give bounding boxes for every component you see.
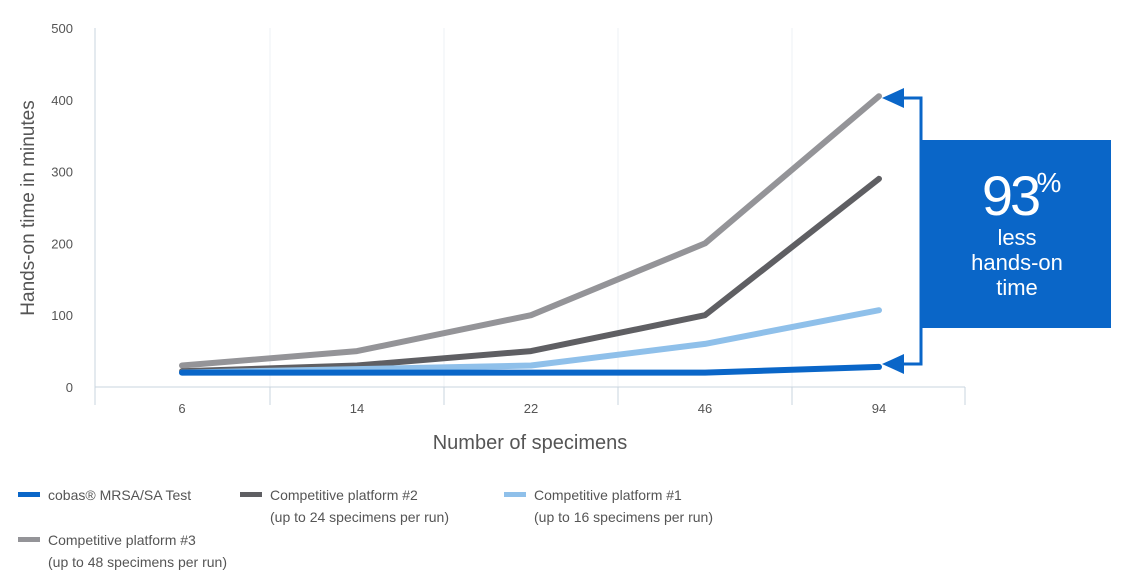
legend-swatch-platform-3 [18, 537, 40, 542]
legend-sublabel-platform-3: (up to 48 specimens per run) [48, 554, 227, 570]
legend-label-platform-1: Competitive platform #1 [534, 487, 682, 503]
callout-line-3: time [996, 275, 1038, 300]
y-tick-label-200: 200 [51, 236, 73, 251]
arrow-top-icon [882, 88, 904, 108]
series-line-platform-2 [179, 175, 882, 375]
x-tick-labels: 6 14 22 46 94 [178, 401, 886, 416]
legend-label-platform-2: Competitive platform #2 [270, 487, 418, 503]
legend-swatch-platform-2 [240, 492, 262, 497]
x-axis-label: Number of specimens [433, 432, 628, 454]
axes [94, 28, 965, 388]
y-axis-label: Hands-on time in minutes [18, 100, 39, 315]
legend-label-cobas: cobas® MRSA/SA Test [48, 487, 192, 503]
y-tick-label-100: 100 [51, 308, 73, 323]
bracket-line [896, 96, 923, 366]
line-chart: 0 100 200 300 400 500 6 14 22 46 94 Hands-on time… [18, 21, 1111, 454]
y-tick-label-500: 500 [51, 21, 73, 36]
legend-swatch-platform-1 [504, 492, 526, 497]
series-line-cobas [179, 363, 882, 376]
callout-box [921, 140, 1111, 328]
callout-line-2: hands-on [971, 250, 1063, 275]
x-tick-label-6: 6 [178, 401, 185, 416]
y-tick-labels: 0 100 200 300 400 500 [51, 21, 73, 395]
x-tick-label-46: 46 [698, 401, 712, 416]
x-tick-label-94: 94 [872, 401, 886, 416]
x-tick-label-14: 14 [350, 401, 364, 416]
legend-label-platform-3: Competitive platform #3 [48, 532, 196, 548]
series-line-platform-3 [179, 93, 882, 369]
y-tick-label-400: 400 [51, 93, 73, 108]
callout-percent-unit: % [1037, 167, 1062, 198]
arrow-bottom-icon [882, 354, 904, 374]
callout-percent-value: 93 [982, 164, 1039, 227]
series-line-platform-1 [179, 307, 882, 376]
y-tick-label-300: 300 [51, 165, 73, 180]
legend-sublabel-platform-2: (up to 24 specimens per run) [270, 509, 449, 525]
annotation: 93 % less hands-on time [882, 88, 1111, 374]
series-lines [179, 93, 882, 376]
legend-swatch-cobas [18, 492, 40, 497]
legend-sublabel-platform-1: (up to 16 specimens per run) [534, 509, 713, 525]
y-tick-label-0: 0 [66, 380, 73, 395]
x-tick-label-22: 22 [524, 401, 538, 416]
callout-line-1: less [997, 225, 1036, 250]
